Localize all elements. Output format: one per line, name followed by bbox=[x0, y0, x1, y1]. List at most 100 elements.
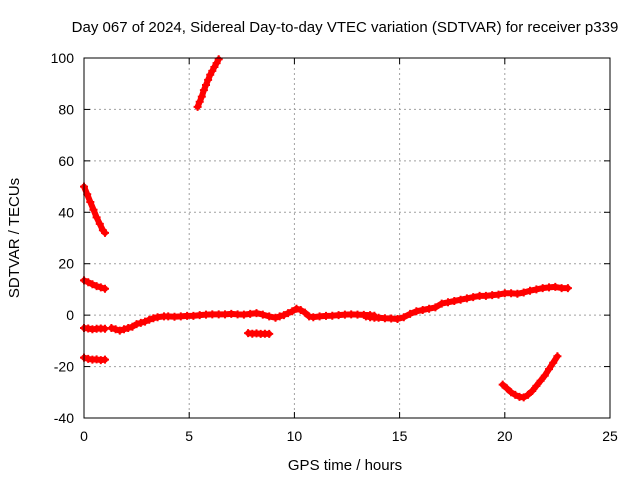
data-point bbox=[444, 298, 452, 307]
axis-ticks: 0 5 10 15 20 25 -40 -20 0 20 40 60 80 100 bbox=[51, 50, 618, 444]
series-track-5 bbox=[107, 304, 379, 335]
data-point bbox=[86, 198, 95, 206]
data-point bbox=[511, 390, 520, 399]
data-point bbox=[288, 307, 297, 316]
data-point bbox=[141, 317, 149, 326]
data-point bbox=[202, 81, 210, 89]
y-tick-label: -40 bbox=[54, 410, 74, 426]
data-point bbox=[532, 285, 541, 294]
data-point bbox=[526, 286, 534, 295]
data-point bbox=[532, 381, 541, 390]
x-tick-label: 20 bbox=[497, 428, 513, 444]
x-axis-label: GPS time / hours bbox=[288, 457, 402, 474]
data-point bbox=[296, 306, 305, 314]
data-point bbox=[124, 324, 133, 332]
data-point bbox=[513, 289, 522, 298]
data-point bbox=[549, 358, 558, 367]
data-point bbox=[132, 320, 141, 329]
data-point bbox=[300, 308, 309, 317]
data-point bbox=[275, 312, 284, 321]
series-track-6 bbox=[193, 55, 223, 111]
data-point bbox=[265, 312, 274, 321]
x-tick-label: 5 bbox=[185, 428, 193, 444]
data-point bbox=[519, 393, 528, 402]
data-point bbox=[462, 294, 471, 303]
data-point bbox=[92, 282, 101, 291]
series-track-2 bbox=[80, 276, 109, 293]
data-point bbox=[502, 384, 511, 393]
data-point bbox=[197, 92, 206, 101]
data-point bbox=[519, 288, 528, 297]
data-point bbox=[523, 390, 532, 399]
data-point bbox=[101, 228, 109, 237]
data-point bbox=[195, 97, 204, 106]
data-point bbox=[399, 313, 408, 322]
data-point bbox=[92, 213, 101, 222]
data-point bbox=[563, 284, 572, 293]
data-point bbox=[204, 75, 213, 84]
data-point bbox=[551, 282, 560, 291]
data-point bbox=[279, 311, 288, 320]
data-point bbox=[96, 283, 105, 292]
series-track-1 bbox=[80, 182, 109, 237]
data-point bbox=[115, 326, 124, 335]
data-point bbox=[412, 307, 421, 316]
x-tick-label: 15 bbox=[392, 428, 408, 444]
data-point bbox=[494, 290, 503, 299]
data-point bbox=[107, 324, 116, 332]
data-point bbox=[128, 322, 137, 331]
data-point bbox=[101, 284, 109, 293]
data-point bbox=[437, 299, 446, 308]
y-axis-label: SDTVAR / TECUs bbox=[6, 178, 23, 298]
data-point bbox=[83, 190, 92, 199]
series-track-7 bbox=[244, 329, 274, 338]
data-point bbox=[265, 329, 274, 338]
x-tick-label: 10 bbox=[287, 428, 303, 444]
data-point bbox=[136, 318, 145, 327]
data-point bbox=[553, 352, 562, 361]
data-point bbox=[258, 310, 267, 319]
data-point bbox=[507, 388, 516, 397]
data-point bbox=[89, 205, 98, 214]
x-tick-label: 0 bbox=[80, 428, 88, 444]
data-point bbox=[498, 380, 507, 389]
y-tick-label: 100 bbox=[51, 50, 75, 66]
data-point bbox=[292, 304, 301, 313]
data-point bbox=[393, 315, 402, 323]
data-point bbox=[456, 295, 465, 304]
data-point bbox=[469, 293, 478, 302]
y-tick-label: 40 bbox=[58, 204, 74, 220]
series-track-8 bbox=[361, 282, 572, 323]
data-point bbox=[431, 303, 440, 312]
y-tick-label: 80 bbox=[58, 101, 74, 117]
data-point bbox=[252, 309, 261, 318]
data-point bbox=[406, 309, 415, 318]
data-point bbox=[199, 86, 208, 95]
chart-title: Day 067 of 2024, Sidereal Day-to-day VTE… bbox=[72, 19, 619, 36]
data-point bbox=[271, 313, 280, 322]
plot-frame bbox=[83, 57, 611, 419]
data-point bbox=[545, 365, 553, 374]
data-point bbox=[88, 280, 97, 289]
data-point bbox=[193, 102, 202, 111]
y-tick-label: 20 bbox=[58, 256, 74, 272]
data-point bbox=[214, 55, 223, 64]
data-point bbox=[450, 297, 459, 305]
x-tick-label: 25 bbox=[602, 428, 618, 444]
data-point bbox=[536, 376, 545, 385]
y-tick-label: 0 bbox=[66, 307, 74, 323]
data-point bbox=[145, 315, 154, 324]
data-point bbox=[84, 278, 93, 287]
data-point bbox=[418, 306, 427, 314]
series-track-9 bbox=[498, 352, 562, 402]
data-point bbox=[120, 325, 128, 334]
data-point bbox=[528, 387, 537, 395]
data-point bbox=[284, 309, 293, 318]
y-tick-label: 60 bbox=[58, 153, 74, 169]
data-point bbox=[425, 304, 434, 313]
data-point bbox=[101, 355, 109, 364]
y-tick-label: -20 bbox=[54, 359, 74, 375]
grid-lines bbox=[84, 58, 610, 418]
